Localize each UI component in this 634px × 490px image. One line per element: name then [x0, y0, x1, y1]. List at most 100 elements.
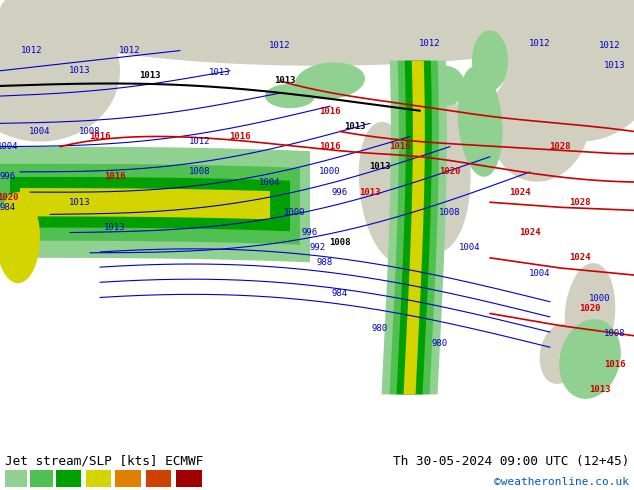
Text: 1012: 1012	[529, 39, 551, 48]
Text: 1016: 1016	[104, 172, 126, 181]
Text: 996: 996	[332, 188, 348, 196]
Text: 1013: 1013	[69, 66, 91, 75]
Polygon shape	[425, 66, 465, 106]
Text: 1008: 1008	[329, 238, 351, 247]
Text: 1000: 1000	[284, 208, 306, 217]
Text: 1013: 1013	[104, 223, 126, 232]
Text: 1004: 1004	[259, 177, 281, 187]
Text: 1012: 1012	[119, 46, 141, 55]
Polygon shape	[0, 147, 310, 262]
Text: 1020: 1020	[0, 193, 19, 202]
Text: 1004: 1004	[0, 142, 19, 151]
Text: 1013: 1013	[604, 61, 626, 70]
Bar	[115, 470, 141, 487]
Text: 1012: 1012	[22, 46, 42, 55]
Text: 1013: 1013	[359, 188, 381, 196]
Polygon shape	[10, 177, 290, 231]
Text: 120: 120	[87, 471, 109, 484]
Polygon shape	[565, 263, 615, 364]
Text: 996: 996	[302, 228, 318, 237]
Text: 1016: 1016	[230, 132, 251, 141]
Text: 160: 160	[148, 471, 169, 484]
Polygon shape	[489, 61, 590, 182]
Text: 1028: 1028	[549, 142, 571, 151]
Text: 1024: 1024	[569, 253, 591, 262]
Polygon shape	[122, 10, 158, 30]
Text: 1004: 1004	[29, 127, 51, 136]
Text: 1016: 1016	[389, 142, 411, 151]
Polygon shape	[389, 71, 470, 252]
Text: 1024: 1024	[519, 228, 541, 237]
Text: 1016: 1016	[320, 142, 340, 151]
Text: 1013: 1013	[369, 162, 391, 171]
Polygon shape	[458, 66, 502, 177]
Text: 988: 988	[317, 258, 333, 268]
Text: ©weatheronline.co.uk: ©weatheronline.co.uk	[494, 477, 629, 487]
Text: 1012: 1012	[419, 39, 441, 48]
Text: 1016: 1016	[320, 107, 340, 116]
Polygon shape	[540, 324, 580, 384]
Text: 1008: 1008	[604, 329, 626, 338]
Text: 1013: 1013	[589, 385, 611, 394]
Text: Th 30-05-2024 09:00 UTC (12+45): Th 30-05-2024 09:00 UTC (12+45)	[392, 455, 629, 468]
Polygon shape	[265, 84, 315, 108]
Text: 1013: 1013	[209, 68, 231, 77]
Polygon shape	[382, 61, 447, 394]
Text: 980: 980	[372, 324, 388, 333]
Polygon shape	[472, 30, 508, 91]
Bar	[146, 470, 171, 487]
Polygon shape	[182, 5, 218, 25]
Bar	[30, 470, 53, 487]
Polygon shape	[559, 319, 621, 399]
Polygon shape	[82, 15, 118, 35]
Polygon shape	[0, 0, 634, 66]
Text: 1013: 1013	[344, 122, 366, 131]
Polygon shape	[20, 188, 270, 220]
Text: 140: 140	[117, 471, 139, 484]
Polygon shape	[396, 61, 432, 394]
Text: 1004: 1004	[529, 269, 551, 277]
Text: 1020: 1020	[579, 304, 601, 313]
Text: 1028: 1028	[569, 198, 591, 207]
Polygon shape	[359, 122, 421, 262]
Polygon shape	[500, 0, 634, 142]
Text: 984: 984	[332, 289, 348, 298]
Bar	[176, 470, 202, 487]
Polygon shape	[0, 192, 40, 283]
Text: 1016: 1016	[604, 360, 626, 368]
Text: 1012: 1012	[269, 41, 291, 50]
Text: 1013: 1013	[69, 198, 91, 207]
Polygon shape	[0, 164, 300, 245]
Text: 1008: 1008	[439, 208, 461, 217]
Text: 984: 984	[0, 203, 16, 212]
Polygon shape	[389, 61, 439, 394]
Text: 1012: 1012	[190, 137, 210, 146]
Text: 980: 980	[432, 339, 448, 348]
Text: 1012: 1012	[599, 41, 621, 50]
Text: 1013: 1013	[275, 76, 295, 85]
Text: 180: 180	[178, 471, 200, 484]
Text: 1008: 1008	[190, 168, 210, 176]
Text: 1024: 1024	[509, 188, 531, 196]
Text: 992: 992	[310, 243, 326, 252]
Text: 1000: 1000	[589, 294, 611, 303]
Text: 996: 996	[0, 172, 16, 181]
Bar	[86, 470, 111, 487]
Text: Jet stream/SLP [kts] ECMWF: Jet stream/SLP [kts] ECMWF	[5, 455, 204, 468]
Polygon shape	[147, 0, 183, 20]
Text: 80: 80	[34, 471, 49, 484]
Polygon shape	[295, 63, 365, 99]
Polygon shape	[62, 30, 98, 50]
Text: 1013: 1013	[139, 72, 161, 80]
Text: 1004: 1004	[459, 243, 481, 252]
Bar	[5, 470, 27, 487]
Text: 60: 60	[9, 471, 23, 484]
Text: 1020: 1020	[439, 168, 461, 176]
Polygon shape	[0, 0, 120, 142]
Text: 1008: 1008	[79, 127, 101, 136]
Text: 1016: 1016	[89, 132, 111, 141]
Text: 1000: 1000	[320, 168, 340, 176]
Bar	[56, 470, 81, 487]
Polygon shape	[404, 61, 425, 394]
Text: 100: 100	[58, 471, 79, 484]
